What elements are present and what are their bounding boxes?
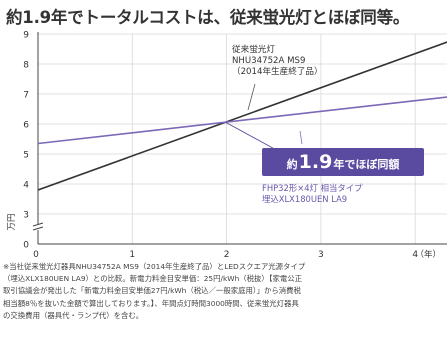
series-1-label-line-1: 埋込XLX180UEN LA9 — [262, 194, 347, 204]
y-tick-label-6: 6 — [23, 121, 29, 131]
callout-prefix: 約 — [287, 157, 298, 171]
x-axis-label: （年） — [415, 249, 441, 260]
footnote: ※当社従来蛍光灯器具NHU34752A MS9（2014年生産終了品）とLEDス… — [3, 262, 306, 320]
series-0-label-line-1: NHU34752A MS9 — [232, 56, 305, 66]
y-tick-label-3: 3 — [23, 211, 29, 221]
y-tick-label-8: 8 — [23, 61, 29, 71]
series-1-label-line-0: FHP32形×4灯 相当タイプ — [262, 183, 363, 193]
axes — [32, 32, 447, 245]
series-1-leader — [299, 130, 303, 145]
series-line-0 — [38, 41, 447, 191]
x-tick-label-2: 2 — [224, 250, 230, 260]
callout-box — [262, 148, 424, 176]
x-tick-label-0: 0 — [33, 250, 39, 260]
headline: 約1.9年でトータルコストは、従来蛍光灯とほぼ同等。 — [6, 8, 410, 27]
series-0-label-line-0: 従来蛍光灯 — [232, 43, 275, 55]
callout-suffix: 年でほぼ同額 — [333, 157, 399, 171]
y-tick-label-0: 0 — [23, 241, 29, 251]
y-tick-label-7: 7 — [23, 91, 29, 101]
x-tick-label-4: 4 — [412, 250, 418, 260]
series-line-1 — [38, 96, 447, 145]
callout-leader — [225, 121, 281, 153]
series-0-leader — [247, 83, 256, 111]
grid — [38, 33, 447, 244]
y-tick-label-9: 9 — [23, 31, 29, 41]
callout-value: 1.9 — [299, 151, 333, 173]
axis-break-mark-upper — [32, 222, 44, 227]
y-tick-label-4: 4 — [23, 181, 29, 191]
series-0-label-line-2: （2014年生産終了品） — [232, 65, 323, 77]
axis-break-gap — [33, 224, 43, 230]
y-axis-label: 万円 — [7, 213, 17, 230]
x-tick-label-3: 3 — [318, 250, 324, 260]
axis-break-mark-lower — [32, 226, 44, 231]
y-tick-label-5: 5 — [23, 151, 29, 161]
cost-chart: 0 3 4 5 6 7 8 9 0 1 2 3 4 （年） 万円 従来蛍光灯 NHU34752A MS9 （20… — [0, 26, 448, 266]
x-tick-label-1: 1 — [129, 250, 135, 260]
series-lines — [38, 41, 447, 191]
callout-text: 約1.9年でほぼ同額 — [287, 151, 400, 173]
